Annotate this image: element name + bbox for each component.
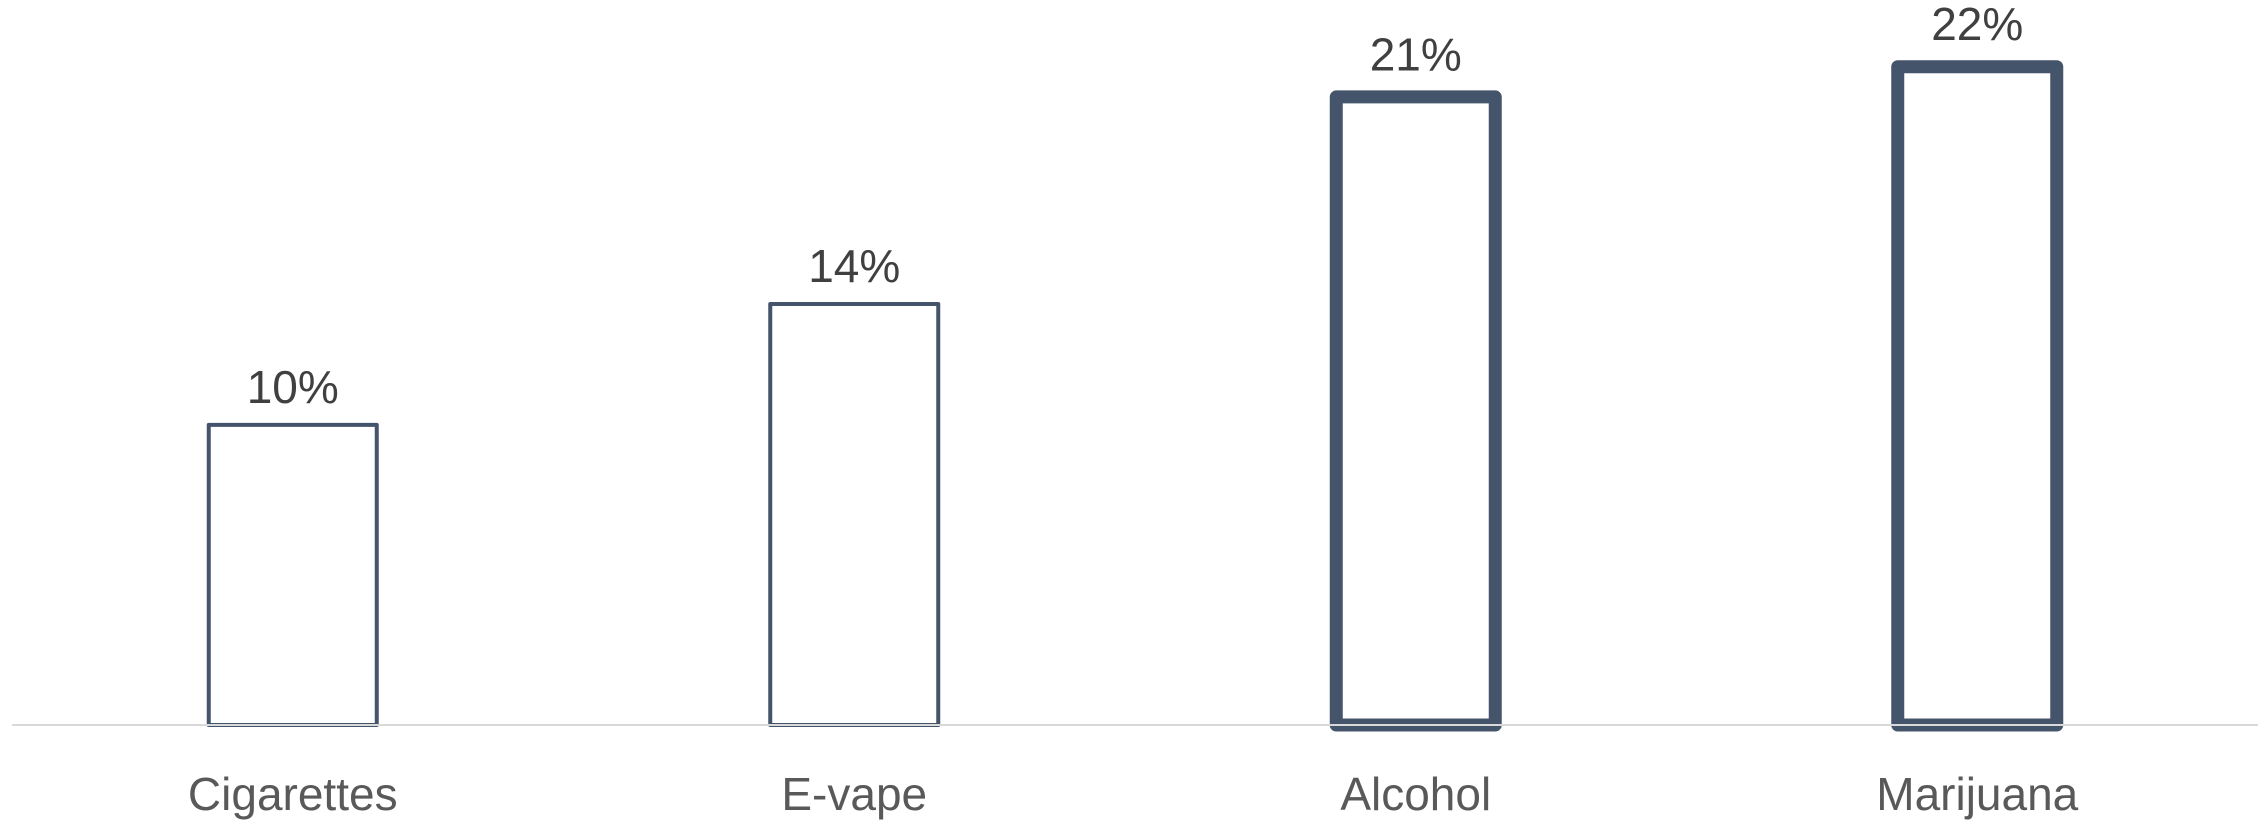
data-label: 10% bbox=[247, 361, 339, 413]
category-tick-label: Marijuana bbox=[1876, 768, 2078, 820]
labels-layer: 10% Cigarettes 14% E-vape 21% Alcohol 22% Marij… bbox=[188, 0, 2079, 820]
bar-alcohol bbox=[1329, 90, 1502, 732]
data-label: 21% bbox=[1370, 28, 1462, 80]
data-label: 22% bbox=[1931, 0, 2023, 50]
data-label: 14% bbox=[808, 240, 900, 292]
bar-cigarettes bbox=[206, 422, 379, 727]
bar-marijuana bbox=[1891, 60, 2064, 732]
bars-layer bbox=[206, 60, 2064, 732]
category-tick-label: Cigarettes bbox=[188, 768, 398, 820]
bar-e-vape bbox=[768, 301, 941, 727]
category-tick-label: E-vape bbox=[781, 768, 927, 820]
category-tick-label: Alcohol bbox=[1340, 768, 1491, 820]
